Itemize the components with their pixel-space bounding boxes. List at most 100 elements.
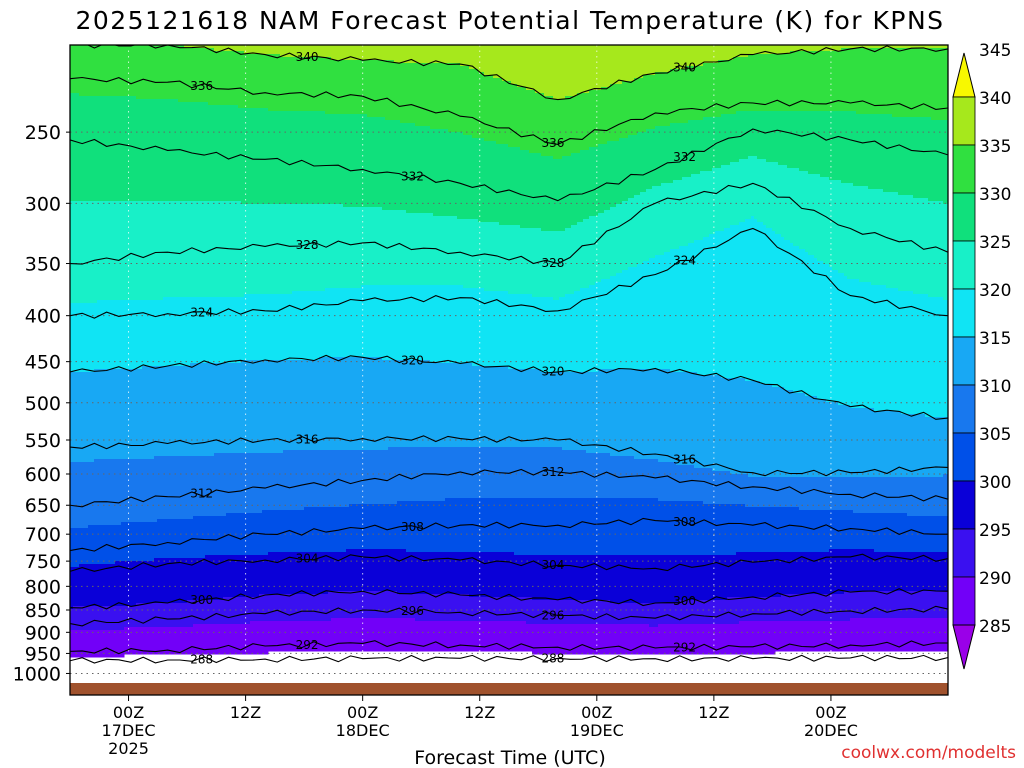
fill-cell <box>808 255 812 397</box>
fill-cell <box>256 621 260 655</box>
fill-cell <box>511 597 515 622</box>
fill-cell <box>541 447 545 499</box>
fill-cell <box>859 408 863 478</box>
fill-cell <box>187 600 191 628</box>
fill-cell <box>439 63 443 130</box>
fill-cell <box>259 621 263 655</box>
fill-cell <box>442 621 446 652</box>
fill-cell <box>448 594 452 622</box>
fill-cell <box>682 69 686 124</box>
fill-cell <box>946 120 948 205</box>
fill-cell <box>133 627 137 655</box>
fill-cell <box>859 477 863 514</box>
fill-cell <box>472 138 476 220</box>
contour-label: 288 <box>541 651 564 665</box>
fill-cell <box>796 51 800 112</box>
fill-cell <box>649 258 653 370</box>
fill-cell <box>244 453 248 514</box>
fill-cell <box>775 54 779 112</box>
fill-cell <box>565 45 569 97</box>
fill-cell <box>814 477 818 511</box>
fill-cell <box>478 447 482 499</box>
fill-cell <box>154 300 158 367</box>
fill-cell <box>553 159 557 232</box>
fill-cell <box>466 135 470 220</box>
fill-cell <box>559 99 563 160</box>
fill-cell <box>457 45 461 64</box>
fill-cell <box>217 600 221 625</box>
fill-cell <box>817 594 821 622</box>
fill-cell <box>328 57 332 115</box>
fill-cell <box>115 459 119 526</box>
fill-cell <box>889 48 893 115</box>
fill-cell <box>799 510 803 553</box>
fill-cell <box>790 243 794 391</box>
fill-cell <box>181 201 185 298</box>
fill-cell <box>364 207 368 286</box>
fill-cell <box>910 591 914 619</box>
fill-cell <box>574 555 578 601</box>
fill-cell <box>394 45 398 64</box>
fill-cell <box>313 552 317 595</box>
fill-cell <box>478 366 482 448</box>
fill-cell <box>181 603 185 628</box>
fill-cell <box>592 624 596 655</box>
fill-cell <box>877 591 881 619</box>
fill-cell <box>349 288 353 358</box>
fill-cell <box>901 618 905 652</box>
fill-cell <box>424 126 428 214</box>
fill-cell <box>232 51 236 106</box>
fill-cell <box>187 45 191 49</box>
fill-cell <box>247 360 251 454</box>
fill-cell <box>871 114 875 190</box>
fill-cell <box>907 591 911 619</box>
fill-cell <box>568 228 572 295</box>
fill-cell <box>277 453 281 511</box>
fill-cell <box>79 564 83 607</box>
fill-cell <box>727 45 731 61</box>
fill-cell <box>667 72 671 127</box>
x-axis-label: Forecast Time (UTC) <box>414 747 605 768</box>
fill-cell <box>463 552 467 595</box>
fill-cell <box>124 627 128 655</box>
fill-cell <box>652 186 656 259</box>
fill-cell <box>904 591 908 619</box>
fill-cell <box>157 519 161 559</box>
fill-cell <box>364 60 368 115</box>
fill-cell <box>484 141 488 223</box>
fill-cell <box>295 57 299 112</box>
fill-cell <box>256 360 260 454</box>
fill-cell <box>193 558 197 601</box>
fill-cell <box>430 552 434 595</box>
fill-cell <box>451 285 455 364</box>
y-axis: 2503003504004505005506006507007508008509… <box>13 122 70 685</box>
fill-cell <box>685 555 689 601</box>
fill-cell <box>541 555 545 601</box>
fill-cell <box>100 369 104 460</box>
fill-cell <box>367 549 371 592</box>
fill-cell <box>238 363 242 454</box>
fill-cell <box>892 618 896 652</box>
fill-cell <box>70 93 74 202</box>
fill-cell <box>811 594 815 622</box>
fill-cell <box>727 624 731 655</box>
fill-cell <box>865 48 869 115</box>
fill-cell <box>334 357 338 451</box>
fill-cell <box>148 300 152 367</box>
fill-cell <box>625 201 629 271</box>
fill-cell <box>442 216 446 286</box>
fill-cell <box>262 510 266 556</box>
fill-cell <box>82 45 86 97</box>
fill-cell <box>610 207 614 277</box>
fill-cell <box>343 357 347 451</box>
fill-cell <box>418 63 422 127</box>
fill-cell <box>823 510 827 553</box>
fill-cell <box>445 552 449 595</box>
fill-cell <box>715 471 719 505</box>
fill-cell <box>283 57 287 112</box>
fill-cell <box>121 561 125 607</box>
fill-cell <box>346 549 350 592</box>
fill-cell <box>262 621 266 655</box>
fill-cell <box>889 192 893 289</box>
fill-cell <box>88 303 92 373</box>
